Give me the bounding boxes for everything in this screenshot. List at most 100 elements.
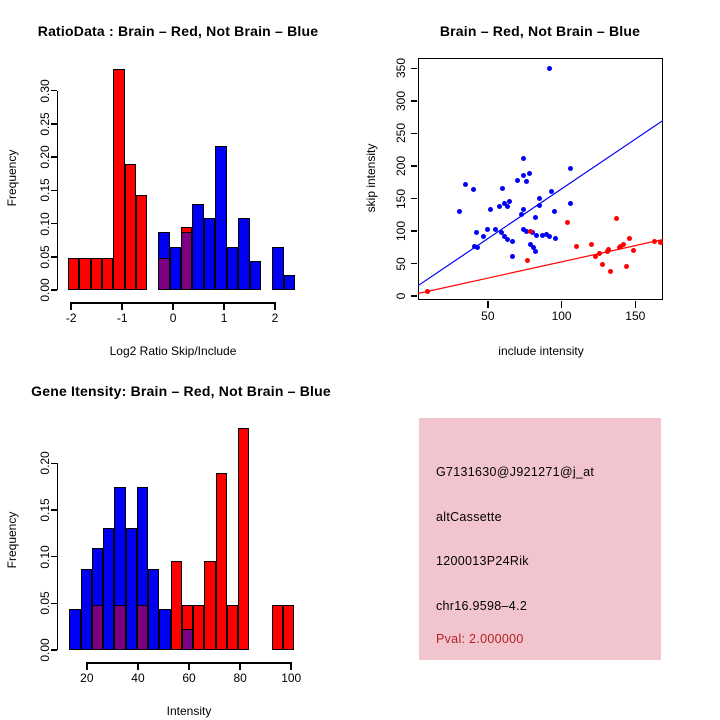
x-tick (487, 301, 489, 308)
data-point-red (606, 246, 612, 252)
data-point-blue (528, 242, 534, 248)
y-tick (50, 602, 57, 605)
y-tick-label: 0.20 (38, 145, 52, 169)
y-tick (410, 67, 417, 70)
data-point-blue (492, 226, 498, 232)
hist-bar-blue (80, 568, 92, 650)
data-point-blue (510, 253, 516, 259)
info-line: chr16.9598–4.2 (436, 599, 528, 613)
data-point-blue (519, 212, 525, 218)
hist-bar-overlap (181, 629, 194, 650)
data-point-blue (536, 203, 542, 209)
x-tick (70, 303, 72, 310)
x-tick (274, 303, 276, 310)
y-axis-line (56, 90, 58, 290)
data-point-blue (531, 244, 537, 250)
y-tick-label: 350 (394, 58, 408, 79)
hist-bar-red (78, 258, 91, 290)
data-point-blue (475, 244, 481, 250)
hist-bar-red (215, 472, 227, 650)
hist-bar-red (204, 561, 216, 650)
data-point-red (525, 258, 531, 264)
hist-bar-blue (226, 246, 239, 290)
scatter-ylabel: skip intensity (364, 143, 378, 213)
hist-bar-blue (249, 261, 261, 290)
hist-bar-red (124, 163, 136, 290)
hist-bar-blue (159, 608, 171, 650)
data-point-blue (547, 233, 553, 239)
data-point-blue (532, 214, 538, 220)
hist-bar-red (283, 605, 295, 650)
info-line: G7131630@J921271@j_at (436, 465, 595, 479)
y-tick-label: 0 (394, 292, 408, 300)
y-tick-label: 0.25 (38, 112, 52, 136)
data-point-red (657, 240, 663, 246)
gene-hist-ylabel: Frequency (5, 511, 19, 569)
x-tick-label: 80 (233, 671, 247, 685)
data-point-blue (472, 243, 478, 249)
hist-bar-red (238, 427, 250, 650)
hist-bar-overlap (158, 258, 171, 290)
data-point-blue (457, 209, 463, 215)
data-point-blue (523, 179, 529, 185)
x-tick-label: 60 (182, 671, 196, 685)
x-tick-label: 2 (271, 311, 279, 325)
data-point-blue (553, 236, 559, 242)
data-point-blue (507, 198, 513, 204)
x-tick-label: 20 (80, 671, 94, 685)
hist-bar-red (271, 605, 284, 650)
data-point-red (592, 253, 598, 259)
hist-bar-red (113, 68, 125, 290)
x-tick-label: 100 (551, 309, 572, 323)
y-tick (50, 462, 57, 465)
y-tick (50, 189, 57, 192)
data-point-blue (532, 248, 538, 254)
y-tick-label: 0.15 (38, 178, 52, 202)
ratio-hist-ylabel: Frequency (5, 149, 19, 207)
x-tick-label: 100 (281, 671, 302, 685)
x-tick-label: 0 (169, 311, 177, 325)
hist-bar-red (67, 258, 79, 290)
x-tick (223, 303, 225, 310)
data-point-blue (488, 207, 494, 213)
data-point-blue (480, 233, 486, 239)
y-tick-label: 0.20 (38, 451, 52, 476)
data-point-red (588, 242, 594, 248)
y-tick (50, 156, 57, 158)
data-point-blue (567, 201, 573, 207)
data-point-blue (520, 155, 526, 161)
data-point-blue (463, 181, 469, 187)
data-point-red (613, 215, 619, 221)
hist-bar-blue (215, 145, 227, 290)
data-point-blue (500, 186, 506, 192)
x-tick (188, 663, 190, 670)
x-tick (290, 663, 292, 670)
scatter-xlabel: include intensity (498, 344, 584, 358)
y-tick (410, 295, 417, 297)
hist-bar-blue (238, 217, 250, 290)
data-point-red (651, 238, 657, 244)
hist-bar-overlap (136, 605, 149, 650)
info-line: 1200013P24Rik (436, 554, 529, 568)
data-point-blue (547, 65, 553, 71)
data-point-red (424, 289, 430, 295)
data-point-blue (485, 227, 491, 233)
y-tick-label: 200 (394, 155, 408, 176)
x-tick (137, 663, 139, 670)
data-point-blue (544, 231, 550, 237)
y-tick (50, 222, 57, 225)
data-point-blue (520, 173, 526, 179)
data-point-blue (551, 209, 557, 215)
data-point-blue (520, 207, 526, 213)
hist-bar-blue (103, 527, 115, 650)
x-tick (634, 301, 637, 308)
hist-bar-overlap (91, 605, 104, 650)
data-point-blue (510, 238, 516, 244)
y-tick (50, 555, 57, 558)
y-tick-label: 0.00 (38, 638, 52, 662)
data-point-red (618, 243, 624, 249)
y-tick-label: 150 (394, 188, 408, 209)
info-line: altCassette (436, 510, 502, 524)
hist-bar-blue (69, 608, 81, 650)
hist-bar-blue (283, 275, 295, 290)
